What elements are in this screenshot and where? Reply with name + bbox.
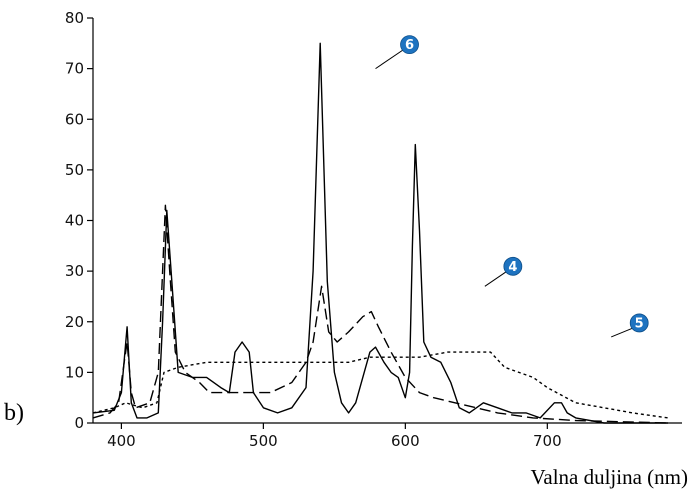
callout-leader-4 (484, 270, 508, 287)
y-tick-label: 80 (65, 9, 84, 27)
y-tick-label: 30 (65, 262, 84, 280)
x-tick-label: 700 (533, 432, 562, 450)
callout-label-5: 5 (635, 316, 644, 331)
y-tick-label: 0 (74, 414, 84, 432)
y-tick-label: 50 (65, 161, 84, 179)
callout-leader-5 (611, 327, 634, 338)
callout-label-6: 6 (405, 38, 414, 53)
panel-label: b) (4, 400, 24, 426)
callout-badge-5 (629, 313, 649, 333)
series-5-line (92, 351, 669, 419)
y-tick-label: 60 (65, 110, 84, 128)
series-layer (92, 42, 669, 424)
y-tick-label: 40 (65, 212, 84, 230)
y-axis: 0 10 20 30 40 50 60 70 80 (65, 9, 94, 432)
callout-badge-4 (503, 256, 523, 276)
y-tick-label: 20 (65, 313, 84, 331)
x-axis: 400 500 600 700 (93, 422, 682, 450)
callout-label-4: 4 (508, 260, 517, 275)
y-tick-label: 70 (65, 60, 84, 78)
series-4-line (92, 204, 669, 424)
callout-leader-6 (375, 49, 404, 70)
x-tick-label: 500 (249, 432, 278, 450)
callout-badge-6 (400, 35, 419, 55)
series-callouts: 6 4 5 (375, 35, 649, 338)
x-axis-title: Valna duljina (nm) (531, 465, 688, 489)
y-tick-label: 10 (65, 363, 84, 381)
series-6-line (92, 42, 668, 424)
x-tick-label: 600 (391, 432, 420, 450)
x-tick-label: 400 (107, 432, 136, 450)
